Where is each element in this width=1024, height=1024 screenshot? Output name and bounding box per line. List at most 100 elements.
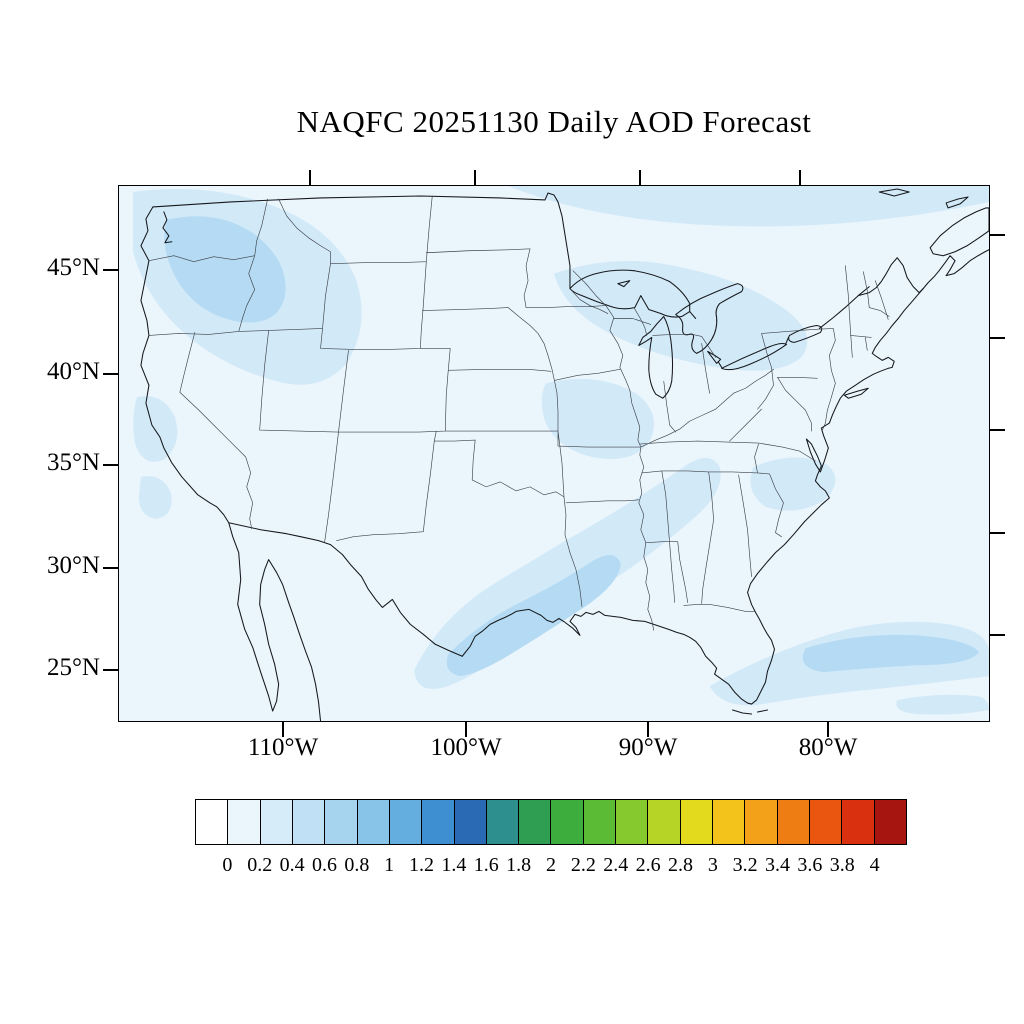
colorbar-cell	[842, 800, 875, 844]
colorbar-tick-label: 1.8	[506, 854, 532, 876]
colorbar-tick-label: 0.4	[279, 854, 305, 876]
colorbar-tick-label: 3.4	[765, 854, 791, 876]
colorbar-tick-label: 4	[869, 854, 880, 876]
lon-axis-label: 80°W	[798, 734, 858, 761]
aod-patch-cuba	[896, 694, 989, 715]
aod-patch-florida-atlantic-core	[802, 634, 980, 673]
colorbar-cell	[680, 800, 713, 844]
colorbar-cell	[260, 800, 293, 844]
colorbar-tick-label: 2.4	[603, 854, 629, 876]
puget-sound-path	[162, 211, 173, 244]
lake-st-clair-path	[707, 350, 723, 368]
colorbar-cell	[454, 800, 487, 844]
aod-patch-ncal-2	[138, 476, 172, 519]
colorbar-tick-label: 3.8	[829, 854, 855, 876]
lat-tick-mark	[103, 269, 118, 271]
lat-tick-mark	[103, 567, 118, 569]
right-tick-mark	[990, 234, 1005, 236]
colorbar-tick-label: 1.6	[473, 854, 499, 876]
lat-tick-mark	[103, 464, 118, 466]
colorbar-cell	[616, 800, 649, 844]
top-tick-mark	[309, 170, 311, 185]
colorbar-cell	[583, 800, 617, 844]
anticosti-island-path	[878, 188, 910, 197]
colorbar-cell	[745, 800, 778, 844]
lat-tick-mark	[103, 373, 118, 375]
top-tick-mark	[639, 170, 641, 185]
colorbar-cell	[389, 800, 423, 844]
colorbar-tick-label: 0.8	[344, 854, 370, 876]
colorbar-tick-label: 0.2	[247, 854, 273, 876]
top-tick-mark	[474, 170, 476, 185]
colorbar-cell	[713, 800, 746, 844]
lake-superior-path	[569, 269, 691, 318]
lake-ontario-path	[788, 324, 823, 343]
right-tick-mark	[990, 429, 1005, 431]
lon-tick-mark	[827, 722, 829, 737]
colorbar-tick-label: 0.6	[311, 854, 337, 876]
lat-axis-label: 40°N	[46, 358, 100, 385]
aod-contour-fills	[132, 186, 989, 715]
lat-axis-label: 45°N	[46, 254, 100, 281]
aod-patch-virginia-carolina	[750, 457, 836, 511]
lon-axis-label: 100°W	[430, 734, 502, 761]
lon-tick-mark	[282, 722, 284, 737]
lat-axis-label: 25°N	[46, 654, 100, 681]
west-coast-baja-path	[140, 206, 322, 721]
colorbar-cell	[874, 800, 906, 844]
top-tick-mark	[799, 170, 801, 185]
colorbar-cell	[551, 800, 584, 844]
state-borders-path	[148, 195, 890, 631]
colorbar-cell	[519, 800, 552, 844]
colorbar-tick-label: 0	[222, 854, 233, 876]
map-frame	[118, 185, 990, 722]
aod-patch-midwest	[541, 379, 654, 459]
colorbar-cell	[422, 800, 455, 844]
chart-title: NAQFC 20251130 Daily AOD Forecast	[296, 104, 812, 139]
colorbar-tick-label: 2.8	[667, 854, 693, 876]
colorbar-tick-label: 2	[546, 854, 556, 876]
aod-patch-great-lakes	[554, 260, 808, 371]
lon-axis-label: 110°W	[247, 734, 319, 761]
colorbar-cell	[325, 800, 358, 844]
aod-patch-canada-top	[508, 186, 989, 227]
colorbar-tick-label: 2.2	[570, 854, 596, 876]
colorbar-cell	[777, 800, 810, 844]
lake-erie-path	[721, 343, 787, 371]
colorbar-cell	[486, 800, 520, 844]
aod-patch-pnw-core	[164, 216, 286, 323]
lat-axis-label: 30°N	[46, 552, 100, 579]
long-island-path	[843, 387, 869, 399]
colorbar-tick-label: 2.6	[635, 854, 661, 876]
right-tick-mark	[990, 634, 1005, 636]
gulf-atlantic-coast-path	[461, 249, 989, 705]
colorbar-tick-label: 1.2	[409, 854, 435, 876]
colorbar-tick-label: 1	[384, 854, 395, 876]
us-mexico-border-path	[228, 522, 463, 657]
colorbar-tick-label: 3.2	[732, 854, 758, 876]
colorbar	[195, 799, 907, 845]
colorbar-cell	[292, 800, 326, 844]
aod-patch-gulf-core	[446, 555, 621, 677]
aod-patch-ncal-1	[133, 396, 178, 462]
map-svg	[119, 186, 989, 721]
colorbar-tick-label: 1.4	[441, 854, 467, 876]
colorbar-cell	[196, 800, 229, 844]
lat-axis-label: 35°N	[46, 449, 100, 476]
lat-tick-mark	[103, 669, 118, 671]
isle-royale-path	[617, 280, 631, 288]
colorbar-cell	[648, 800, 681, 844]
colorbar-cell	[228, 800, 261, 844]
northeast-border-path	[857, 257, 924, 297]
colorbar-cell	[809, 800, 843, 844]
prince-edward-island-path	[945, 196, 969, 209]
st-lawrence-river-path	[818, 286, 870, 329]
lake-michigan-path	[638, 315, 674, 399]
lon-axis-label: 90°W	[618, 734, 678, 761]
nova-scotia-path	[929, 207, 989, 257]
us-canada-border-path	[152, 192, 571, 290]
right-tick-mark	[990, 337, 1005, 339]
colorbar-cell	[357, 800, 390, 844]
colorbar-tick-label: 3	[707, 854, 718, 876]
